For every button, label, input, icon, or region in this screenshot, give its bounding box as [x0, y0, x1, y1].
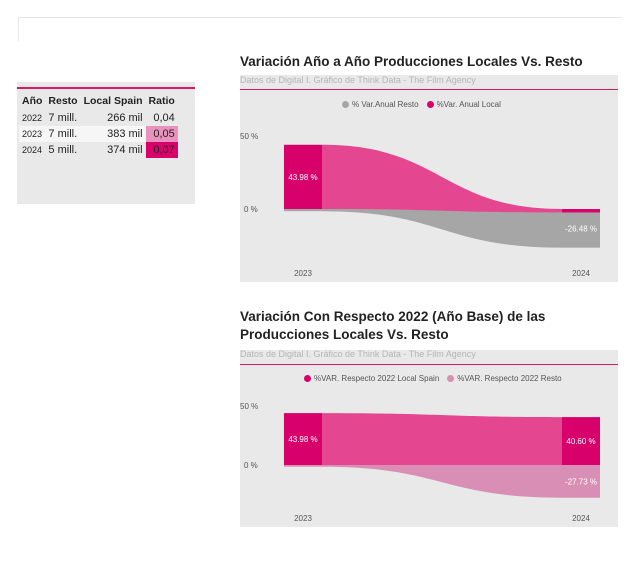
- legend-dot: [342, 101, 349, 109]
- legend-label: % Var.Anual Resto: [352, 100, 419, 109]
- table-accent-line: [17, 87, 195, 89]
- table-row: 2024 5 mill. 374 mil 0,07: [19, 142, 178, 158]
- chart-title: Variación Año a Año Producciones Locales…: [240, 50, 620, 75]
- bar-2024: [562, 417, 600, 465]
- base-year-chart-card: Variación Con Respecto 2022 (Año Base) d…: [240, 305, 620, 527]
- x-tick-label: 2024: [572, 269, 590, 278]
- cell-ratio: 0,07: [145, 142, 178, 158]
- table-row: 2022 7 mill. 266 mil 0,04: [19, 110, 178, 126]
- table-header-row: Año Resto Local Spain Ratio: [19, 92, 178, 110]
- data-label: 43.98 %: [288, 173, 317, 182]
- base-year-chart-svg: 50 % 0 % 43.98 % 40.60 % -27.73 % 2023 2024: [240, 402, 600, 523]
- table-row: 2023 7 mill. 383 mil 0,05: [19, 126, 178, 142]
- chart-rule: [240, 89, 618, 90]
- bar-2024: [562, 209, 600, 213]
- legend-dot: [304, 375, 311, 383]
- yoy-chart-card: Variación Año a Año Producciones Locales…: [240, 50, 620, 282]
- legend-item-local[interactable]: %VAR. Respecto 2022 Local Spain: [304, 374, 439, 383]
- top-border: [18, 17, 622, 18]
- chart-subtitle: Datos de Digital I. Gráfico de Think Dat…: [240, 349, 476, 359]
- data-label: 43.98 %: [288, 435, 317, 444]
- data-label: -26.48 %: [565, 224, 597, 233]
- y-tick-label: 0 %: [244, 205, 258, 214]
- cell-ratio: 0,04: [145, 110, 178, 126]
- legend-item-resto[interactable]: %VAR. Respecto 2022 Resto: [447, 374, 562, 383]
- col-header-local[interactable]: Local Spain: [83, 95, 143, 107]
- chart-legend: %VAR. Respecto 2022 Local Spain %VAR. Re…: [304, 374, 562, 383]
- bar-2024: [562, 209, 600, 248]
- col-header-ratio[interactable]: Ratio: [148, 95, 175, 107]
- legend-item-resto[interactable]: % Var.Anual Resto: [342, 100, 419, 109]
- summary-table-card: Año Resto Local Spain Ratio 2022 7 mill.…: [17, 82, 195, 204]
- cell-resto: 5 mill.: [48, 144, 78, 156]
- x-tick-label: 2023: [294, 514, 312, 523]
- series-ribbon: [322, 209, 562, 248]
- series-ribbon: [322, 413, 562, 465]
- series-ribbon: [322, 465, 562, 498]
- legend-item-local[interactable]: %Var. Anual Local: [426, 100, 501, 109]
- chart-rule: [240, 364, 618, 365]
- legend-label: %Var. Anual Local: [436, 100, 501, 109]
- data-label: -27.73 %: [565, 477, 597, 486]
- cell-local: 374 mil: [107, 144, 143, 156]
- y-tick-label: 50 %: [240, 402, 258, 411]
- cell-year: 2024: [22, 145, 43, 155]
- legend-label: %VAR. Respecto 2022 Resto: [457, 374, 562, 383]
- col-header-resto[interactable]: Resto: [48, 95, 78, 107]
- top-border-left: [18, 17, 19, 41]
- y-tick-label: 0 %: [244, 461, 258, 470]
- cell-resto: 7 mill.: [48, 112, 78, 124]
- x-tick-label: 2024: [572, 514, 590, 523]
- y-tick-label: 50 %: [240, 132, 258, 141]
- cell-year: 2022: [22, 113, 43, 123]
- x-tick-label: 2023: [294, 269, 312, 278]
- cell-local: 383 mil: [80, 126, 146, 142]
- cell-ratio: 0,05: [145, 126, 178, 142]
- yoy-chart-svg: 50 % 0 % 43.98 % -26.48 % 2023 2024: [240, 132, 600, 278]
- series-ribbon: [322, 144, 562, 213]
- summary-table: Año Resto Local Spain Ratio 2022 7 mill.…: [19, 92, 178, 158]
- cell-resto: 7 mill.: [45, 126, 81, 142]
- bar-2023: [284, 413, 322, 465]
- bar-2023: [284, 465, 322, 467]
- chart-legend: % Var.Anual Resto %Var. Anual Local: [342, 100, 501, 109]
- bar-2023: [284, 209, 322, 212]
- col-header-year[interactable]: Año: [22, 95, 43, 107]
- bar-2023: [284, 144, 322, 209]
- legend-dot: [447, 375, 455, 383]
- legend-dot: [426, 101, 434, 109]
- cell-year: 2023: [19, 126, 46, 142]
- chart-subtitle: Datos de Digital I. Gráfico de Think Dat…: [240, 75, 476, 85]
- legend-label: %VAR. Respecto 2022 Local Spain: [314, 374, 440, 383]
- cell-local: 266 mil: [107, 112, 143, 124]
- bar-2024: [562, 465, 600, 498]
- data-label: 40.60 %: [566, 437, 595, 446]
- chart-title: Variación Con Respecto 2022 (Año Base) d…: [240, 305, 620, 350]
